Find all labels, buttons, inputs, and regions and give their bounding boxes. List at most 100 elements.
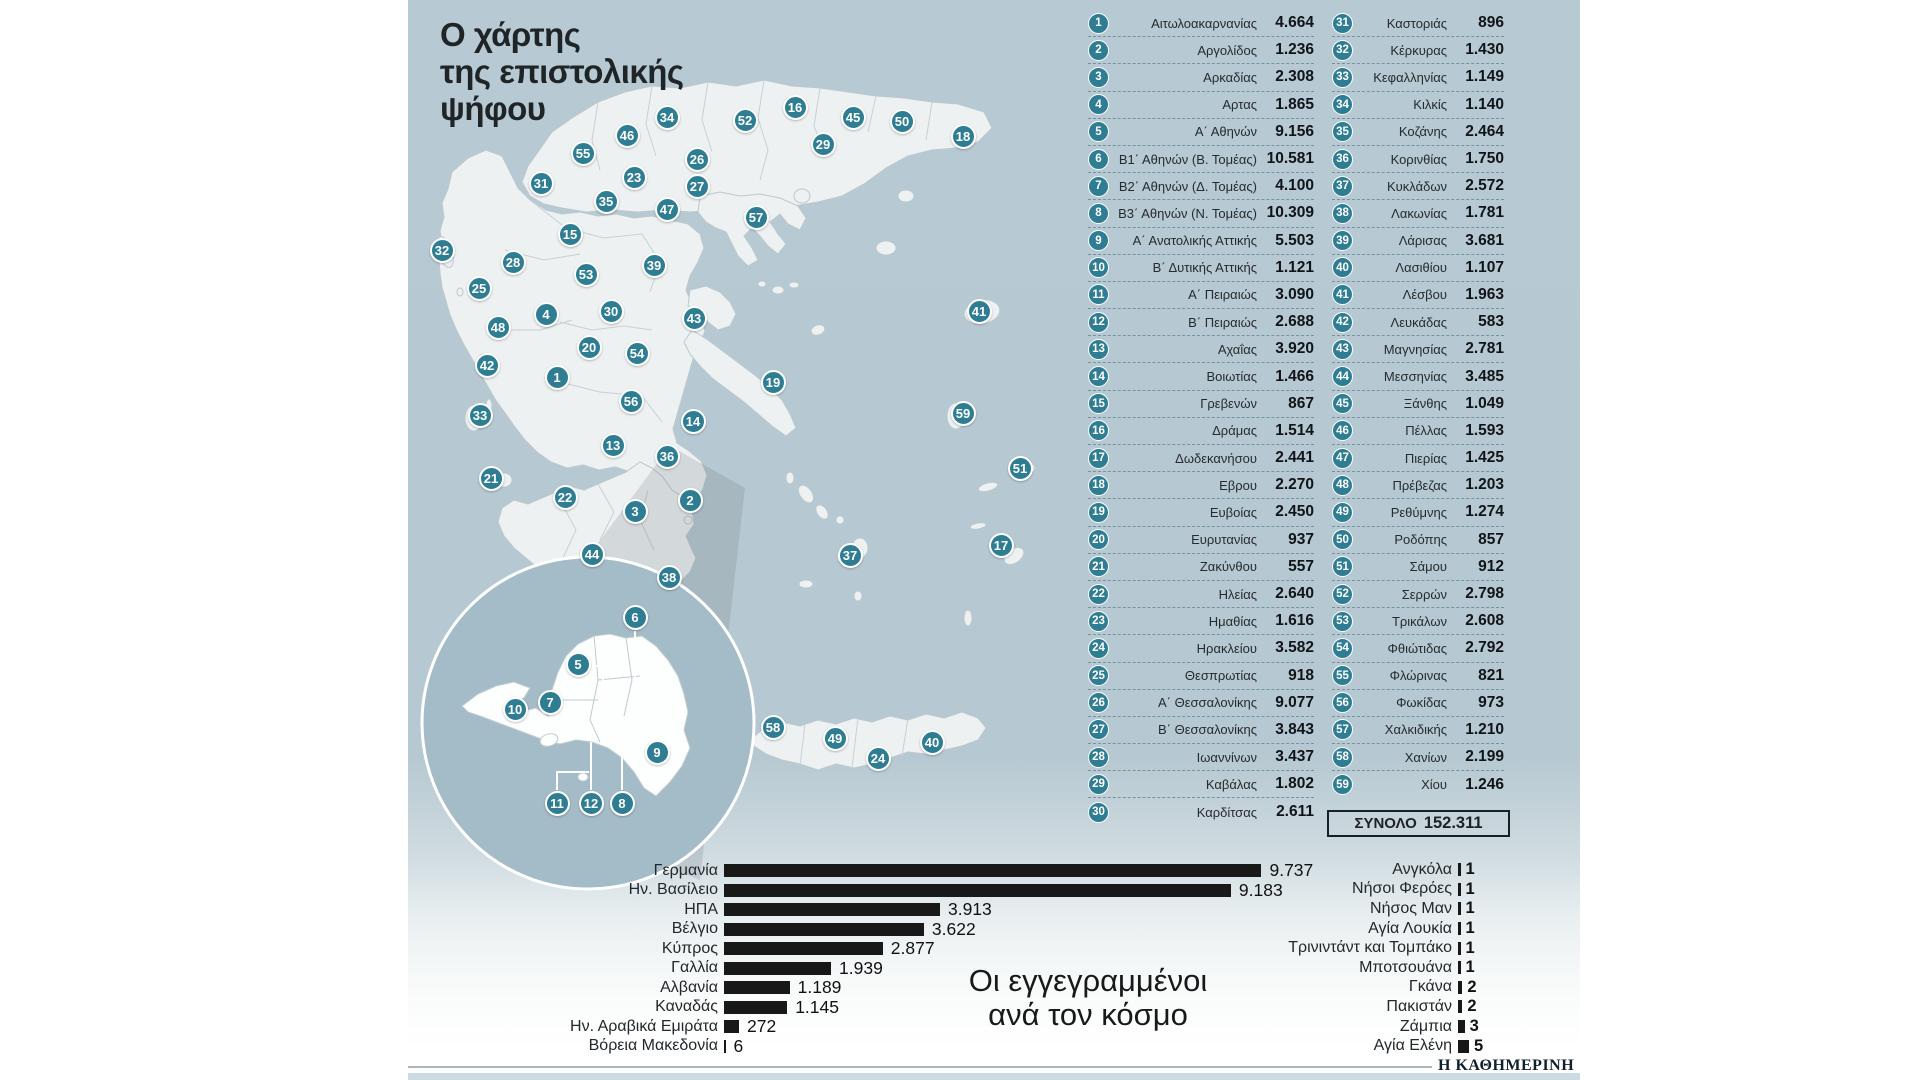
table-row: 12 Β΄ Πειραιώς 2.688 [1088, 309, 1314, 337]
district-name: Α΄ Πειραιώς [1188, 287, 1257, 303]
district-value: 2.688 [1275, 313, 1314, 331]
map-marker-48: 48 [485, 314, 511, 340]
district-name: Κέρκυρας [1390, 42, 1447, 58]
district-name: Ηρακλείου [1196, 640, 1257, 656]
small-country-tick [1458, 1039, 1469, 1053]
map-marker-12: 12 [578, 790, 604, 816]
district-value: 2.308 [1275, 68, 1314, 86]
small-country-tick [1458, 863, 1461, 877]
bar-value-label: 9.183 [1238, 879, 1283, 900]
district-number-badge: 43 [1332, 338, 1353, 360]
district-name: Β1΄ Αθηνών (Β. Τομέας) [1118, 151, 1257, 167]
district-number-badge: 21 [1088, 556, 1109, 578]
bar [724, 1000, 788, 1014]
district-number-badge: 16 [1088, 420, 1109, 442]
small-country-value: 2 [1467, 977, 1477, 996]
map-marker-33: 33 [467, 402, 493, 428]
district-value: 3.843 [1275, 720, 1314, 738]
table-row: 38 Λακωνίας 1.781 [1332, 200, 1504, 228]
caption-line-2: ανά τον κόσμο [988, 997, 1188, 1032]
table-row: 47 Πιερίας 1.425 [1332, 445, 1504, 473]
map-marker-21: 21 [478, 465, 504, 491]
table-row: 41 Λέσβου 1.963 [1332, 282, 1504, 310]
district-value: 867 [1288, 394, 1314, 412]
district-name: Β΄ Δυτικής Αττικής [1152, 260, 1257, 276]
table-row: 2 Αργολίδος 1.236 [1088, 37, 1314, 65]
district-name: Ξάνθης [1403, 396, 1447, 412]
district-name: Χανίων [1404, 749, 1447, 765]
district-value: 1.865 [1275, 95, 1314, 113]
small-country-row: Ζάμπια 3 [1200, 1017, 1540, 1037]
district-value: 1.107 [1465, 258, 1504, 276]
district-value: 973 [1478, 693, 1504, 711]
district-number-badge: 10 [1088, 257, 1109, 279]
district-number-badge: 7 [1088, 175, 1109, 197]
district-name: Δωδεκανήσου [1175, 450, 1257, 466]
table-row: 42 Λευκάδας 583 [1332, 309, 1504, 337]
map-marker-44: 44 [579, 541, 605, 567]
small-country-value: 1 [1465, 860, 1475, 879]
map-marker-37: 37 [837, 542, 863, 568]
map-region-euboea [683, 329, 797, 437]
table-row: 52 Σερρών 2.798 [1332, 581, 1504, 609]
map-marker-58: 58 [760, 714, 786, 740]
district-name: Θεσπρωτίας [1184, 668, 1257, 684]
district-number-badge: 11 [1088, 284, 1109, 306]
district-value: 1.616 [1275, 612, 1314, 630]
map-marker-50: 50 [889, 108, 915, 134]
table-row: 34 Κιλκίς 1.140 [1332, 92, 1504, 119]
caption-line-1: Οι εγγεγραμμένοι [968, 963, 1208, 998]
district-value: 3.485 [1465, 367, 1504, 385]
bar-country-label: Γερμανία [653, 861, 718, 879]
table-row: 11 Α΄ Πειραιώς 3.090 [1088, 282, 1314, 310]
district-value: 918 [1288, 666, 1314, 684]
district-name: Φλώρινας [1389, 668, 1447, 684]
district-number-badge: 17 [1088, 447, 1109, 469]
district-number-badge: 50 [1332, 529, 1353, 551]
small-country-value: 1 [1465, 919, 1475, 938]
district-number-badge: 39 [1332, 230, 1353, 252]
district-number-badge: 51 [1332, 556, 1353, 578]
table-row: 26 Α΄ Θεσσαλονίκης 9.077 [1088, 690, 1314, 717]
table-row: 56 Φωκίδας 973 [1332, 690, 1504, 717]
bar [724, 864, 1262, 878]
map-marker-24: 24 [865, 745, 891, 771]
district-name: Α΄ Θεσσαλονίκης [1158, 695, 1257, 711]
map-marker-54: 54 [624, 340, 650, 366]
small-country-row: Ανγκόλα 1 [1200, 860, 1540, 880]
map-marker-16: 16 [782, 94, 808, 120]
table-row: 17 Δωδεκανήσου 2.441 [1088, 445, 1314, 473]
district-number-badge: 29 [1088, 773, 1109, 795]
district-number-badge: 18 [1088, 474, 1109, 496]
bar-row: Γαλλία 1.939 [470, 958, 1330, 979]
map-marker-14: 14 [680, 408, 706, 434]
district-number-badge: 20 [1088, 529, 1109, 551]
bar-value-label: 6 [733, 1035, 744, 1056]
district-number-badge: 8 [1088, 202, 1109, 224]
district-name: Κεφαλληνίας [1373, 69, 1447, 85]
district-name: Α΄ Αθηνών [1194, 124, 1257, 140]
district-name: Αρτας [1222, 97, 1257, 113]
footer-divider [408, 1066, 1432, 1068]
district-name: Δράμας [1212, 423, 1257, 439]
district-value: 1.425 [1465, 449, 1504, 467]
district-value: 1.203 [1465, 476, 1504, 494]
district-name: Ευρυτανίας [1191, 532, 1257, 548]
table-row: 29 Καβάλας 1.802 [1088, 771, 1314, 799]
district-value: 583 [1478, 313, 1504, 331]
map-marker-52: 52 [732, 107, 758, 133]
district-name: Αργολίδος [1197, 42, 1257, 58]
district-value: 3.681 [1465, 231, 1504, 249]
map-marker-8: 8 [609, 790, 635, 816]
map-marker-5: 5 [565, 651, 591, 677]
district-value: 3.090 [1275, 285, 1314, 303]
district-name: Β2΄ Αθηνών (Δ. Τομέας) [1118, 178, 1257, 194]
small-country-tick [1458, 1000, 1463, 1014]
small-country-row: Γκάνα 2 [1200, 978, 1540, 998]
map-marker-3: 3 [622, 498, 648, 524]
district-value: 1.430 [1465, 41, 1504, 59]
small-country-row: Νήσος Μαν 1 [1200, 899, 1540, 919]
table-row: 6 Β1΄ Αθηνών (Β. Τομέας) 10.581 [1088, 146, 1314, 174]
small-country-row: Αγία Λουκία 1 [1200, 919, 1540, 939]
bar-row: Ην. Αραβικά Εμιράτα 272 [470, 1016, 1330, 1037]
